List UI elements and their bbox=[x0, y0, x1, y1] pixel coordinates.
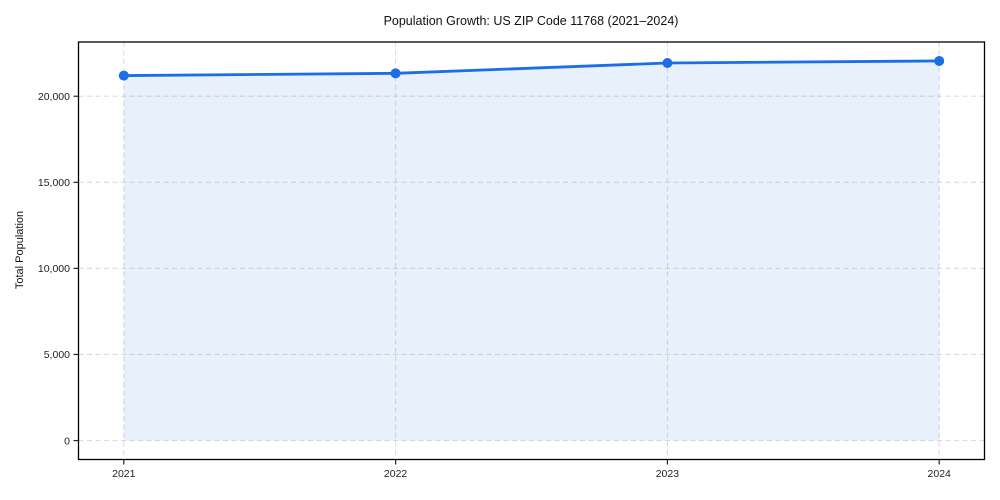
y-tick-label: 20,000 bbox=[38, 91, 70, 103]
data-line bbox=[122, 59, 941, 77]
y-tick-label: 15,000 bbox=[38, 177, 70, 189]
y-tick-label: 5,000 bbox=[44, 349, 70, 361]
y-tick-label: 10,000 bbox=[38, 263, 70, 275]
chart-title: Population Growth: US ZIP Code 11768 (20… bbox=[383, 14, 679, 28]
x-tick-label: 2023 bbox=[656, 468, 680, 480]
data-point bbox=[390, 68, 401, 79]
data-point bbox=[662, 58, 673, 69]
data-point bbox=[118, 70, 129, 81]
x-tick-label: 2024 bbox=[928, 468, 952, 480]
area-fill bbox=[123, 60, 940, 441]
x-tick-label: 2021 bbox=[112, 468, 136, 480]
x-tick-label: 2022 bbox=[384, 468, 408, 480]
plot-border bbox=[77, 41, 986, 461]
y-tick-label: 0 bbox=[64, 435, 70, 447]
data-point bbox=[934, 55, 945, 66]
